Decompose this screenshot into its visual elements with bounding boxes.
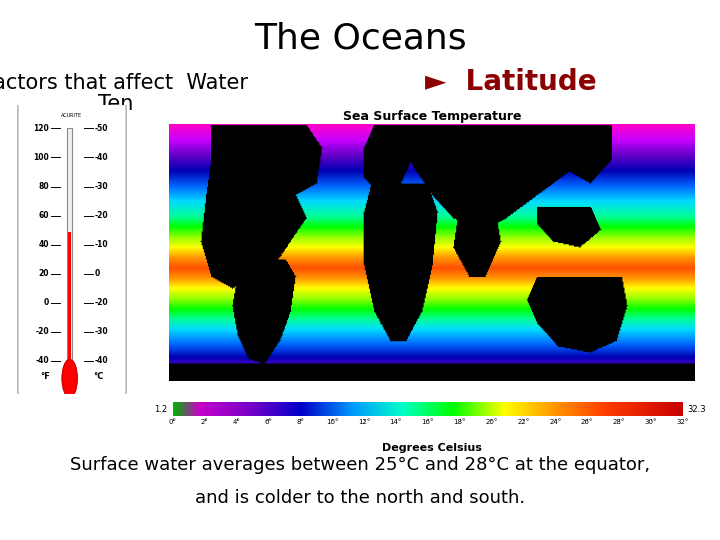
Text: 20°: 20° xyxy=(485,418,498,424)
Circle shape xyxy=(62,360,77,397)
Text: Degrees Celsius: Degrees Celsius xyxy=(382,443,482,453)
Text: -30: -30 xyxy=(95,182,109,191)
Text: Surface water averages between 25°C and 28°C at the equator,: Surface water averages between 25°C and … xyxy=(70,456,650,474)
Text: -40: -40 xyxy=(95,356,109,366)
Text: ►  Latitude: ► Latitude xyxy=(426,68,597,96)
Text: Factors that affect  Water: Factors that affect Water xyxy=(0,73,248,93)
Text: 14°: 14° xyxy=(390,418,402,424)
Text: -10: -10 xyxy=(95,240,109,249)
Text: -20: -20 xyxy=(95,211,109,220)
FancyBboxPatch shape xyxy=(18,103,126,397)
Text: 12°: 12° xyxy=(358,418,370,424)
Text: Ten: Ten xyxy=(97,94,133,114)
Text: 1.2: 1.2 xyxy=(155,404,168,414)
Text: 20: 20 xyxy=(38,269,49,278)
Text: °F: °F xyxy=(40,372,50,381)
Bar xyxy=(68,129,72,368)
Text: 6°: 6° xyxy=(264,418,272,424)
Text: 28°: 28° xyxy=(613,418,625,424)
Text: 24°: 24° xyxy=(549,418,562,424)
Bar xyxy=(68,232,71,368)
Text: 10°: 10° xyxy=(326,418,338,424)
Text: 0°: 0° xyxy=(168,418,177,424)
Text: Sea Surface Temperature: Sea Surface Temperature xyxy=(343,110,521,123)
Text: 2°: 2° xyxy=(201,418,209,424)
Text: and is colder to the north and south.: and is colder to the north and south. xyxy=(195,489,525,507)
Text: 30°: 30° xyxy=(644,418,657,424)
Text: 100: 100 xyxy=(33,153,49,162)
Text: 40: 40 xyxy=(38,240,49,249)
Text: 80: 80 xyxy=(38,182,49,191)
Text: 26°: 26° xyxy=(581,418,593,424)
Text: -20: -20 xyxy=(35,327,49,336)
Text: -30: -30 xyxy=(95,327,109,336)
Text: 60: 60 xyxy=(38,211,49,220)
Text: 0: 0 xyxy=(95,269,100,278)
Text: -40: -40 xyxy=(35,356,49,366)
Text: 32.3: 32.3 xyxy=(688,404,706,414)
Text: -50: -50 xyxy=(95,124,109,133)
Text: 32°: 32° xyxy=(677,418,689,424)
Text: 0: 0 xyxy=(44,298,49,307)
Text: ACURITE: ACURITE xyxy=(61,112,83,118)
Text: The Oceans: The Oceans xyxy=(253,22,467,56)
Text: 18°: 18° xyxy=(454,418,466,424)
Text: 8°: 8° xyxy=(296,418,305,424)
Text: 120: 120 xyxy=(33,124,49,133)
Text: 4°: 4° xyxy=(233,418,240,424)
Text: -20: -20 xyxy=(95,298,109,307)
Text: 22°: 22° xyxy=(517,418,529,424)
Text: °C: °C xyxy=(94,372,104,381)
Text: 16°: 16° xyxy=(421,418,434,424)
Text: -40: -40 xyxy=(95,153,109,162)
